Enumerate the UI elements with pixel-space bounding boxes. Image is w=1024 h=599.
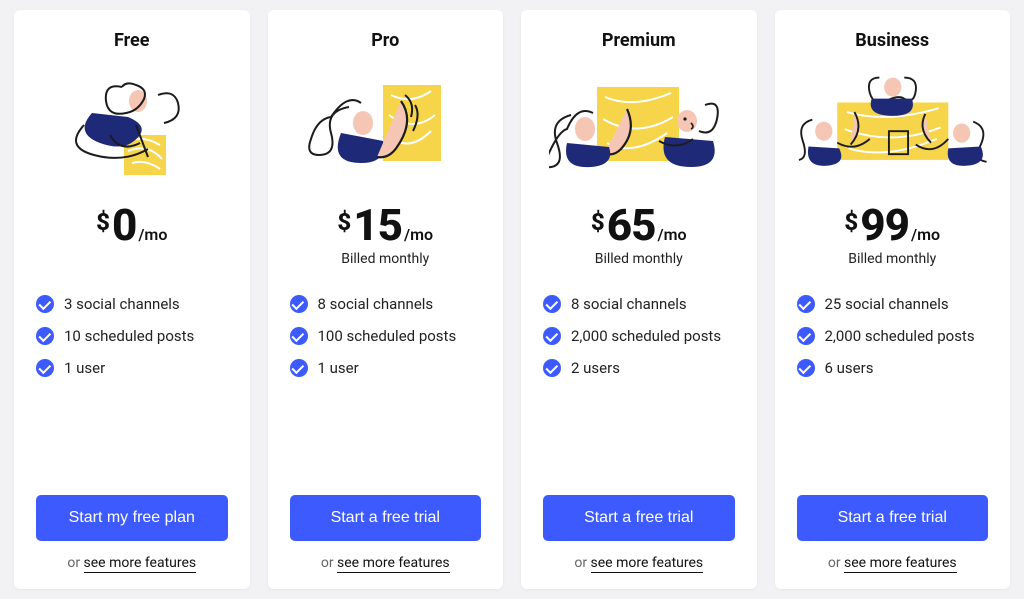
feature-text: 8 social channels — [571, 295, 687, 313]
feature-item: 3 social channels — [36, 295, 228, 313]
feature-text: 3 social channels — [64, 295, 180, 313]
price-period: /mo — [138, 225, 167, 244]
plan-name: Premium — [543, 30, 735, 51]
check-icon — [797, 327, 815, 345]
price: $ 65 /mo — [543, 203, 735, 247]
feature-item: 100 scheduled posts — [290, 327, 482, 345]
plan-card-free: Free $ 0 /mo 3 social channels 10 schedu… — [14, 10, 250, 589]
feature-item: 1 user — [290, 359, 482, 377]
more-prefix: or — [828, 555, 844, 571]
check-icon — [797, 359, 815, 377]
price-currency: $ — [96, 208, 110, 236]
feature-list: 3 social channels 10 scheduled posts 1 u… — [36, 295, 228, 391]
plan-illustration-business — [797, 65, 989, 185]
price-period: /mo — [911, 225, 940, 244]
feature-item: 10 scheduled posts — [36, 327, 228, 345]
plan-card-business: Business $ 99 /mo — [775, 10, 1011, 589]
check-icon — [290, 327, 308, 345]
check-icon — [36, 327, 54, 345]
feature-text: 8 social channels — [318, 295, 434, 313]
billing-note — [36, 251, 228, 271]
start-trial-button[interactable]: Start a free trial — [797, 495, 989, 541]
pricing-grid: Free $ 0 /mo 3 social channels 10 schedu… — [14, 10, 1010, 589]
feature-item: 8 social channels — [543, 295, 735, 313]
plan-name: Business — [797, 30, 989, 51]
billing-note: Billed monthly — [290, 251, 482, 271]
feature-item: 8 social channels — [290, 295, 482, 313]
plan-illustration-pro — [290, 65, 482, 185]
price-currency: $ — [591, 208, 605, 236]
price-currency: $ — [337, 208, 351, 236]
feature-text: 1 user — [64, 359, 105, 377]
feature-text: 2,000 scheduled posts — [571, 327, 721, 345]
plan-name: Pro — [290, 30, 482, 51]
more-features: or see more features — [797, 555, 989, 571]
price-amount: 65 — [607, 203, 656, 247]
plan-name: Free — [36, 30, 228, 51]
feature-item: 6 users — [797, 359, 989, 377]
check-icon — [36, 359, 54, 377]
start-trial-button[interactable]: Start a free trial — [543, 495, 735, 541]
more-features: or see more features — [543, 555, 735, 571]
more-prefix: or — [321, 555, 337, 571]
price-amount: 0 — [112, 203, 136, 247]
feature-list: 8 social channels 2,000 scheduled posts … — [543, 295, 735, 391]
feature-text: 2,000 scheduled posts — [825, 327, 975, 345]
price: $ 99 /mo — [797, 203, 989, 247]
plan-illustration-premium — [543, 65, 735, 185]
feature-text: 6 users — [825, 359, 874, 377]
see-more-features-link[interactable]: see more features — [84, 555, 197, 573]
feature-text: 10 scheduled posts — [64, 327, 194, 345]
feature-text: 100 scheduled posts — [318, 327, 457, 345]
feature-text: 1 user — [318, 359, 359, 377]
more-features: or see more features — [36, 555, 228, 571]
check-icon — [543, 327, 561, 345]
price: $ 0 /mo — [36, 203, 228, 247]
feature-item: 25 social channels — [797, 295, 989, 313]
feature-text: 2 users — [571, 359, 620, 377]
check-icon — [543, 359, 561, 377]
more-prefix: or — [574, 555, 590, 571]
price-amount: 99 — [860, 203, 909, 247]
price-period: /mo — [404, 225, 433, 244]
plan-card-pro: Pro $ 15 /mo Billed monthly 8 social cha… — [268, 10, 504, 589]
check-icon — [290, 295, 308, 313]
price-currency: $ — [844, 208, 858, 236]
check-icon — [543, 295, 561, 313]
price-period: /mo — [658, 225, 687, 244]
feature-text: 25 social channels — [825, 295, 949, 313]
more-features: or see more features — [290, 555, 482, 571]
feature-item: 2,000 scheduled posts — [797, 327, 989, 345]
start-plan-button[interactable]: Start my free plan — [36, 495, 228, 541]
see-more-features-link[interactable]: see more features — [591, 555, 704, 573]
billing-note: Billed monthly — [797, 251, 989, 271]
plan-card-premium: Premium $ 65 /mo Billed monthly — [521, 10, 757, 589]
check-icon — [36, 295, 54, 313]
feature-item: 1 user — [36, 359, 228, 377]
see-more-features-link[interactable]: see more features — [337, 555, 450, 573]
start-trial-button[interactable]: Start a free trial — [290, 495, 482, 541]
billing-note: Billed monthly — [543, 251, 735, 271]
price-amount: 15 — [353, 203, 402, 247]
more-prefix: or — [67, 555, 83, 571]
see-more-features-link[interactable]: see more features — [844, 555, 957, 573]
check-icon — [797, 295, 815, 313]
plan-illustration-free — [36, 65, 228, 185]
price: $ 15 /mo — [290, 203, 482, 247]
feature-list: 8 social channels 100 scheduled posts 1 … — [290, 295, 482, 391]
check-icon — [290, 359, 308, 377]
feature-list: 25 social channels 2,000 scheduled posts… — [797, 295, 989, 391]
feature-item: 2,000 scheduled posts — [543, 327, 735, 345]
feature-item: 2 users — [543, 359, 735, 377]
